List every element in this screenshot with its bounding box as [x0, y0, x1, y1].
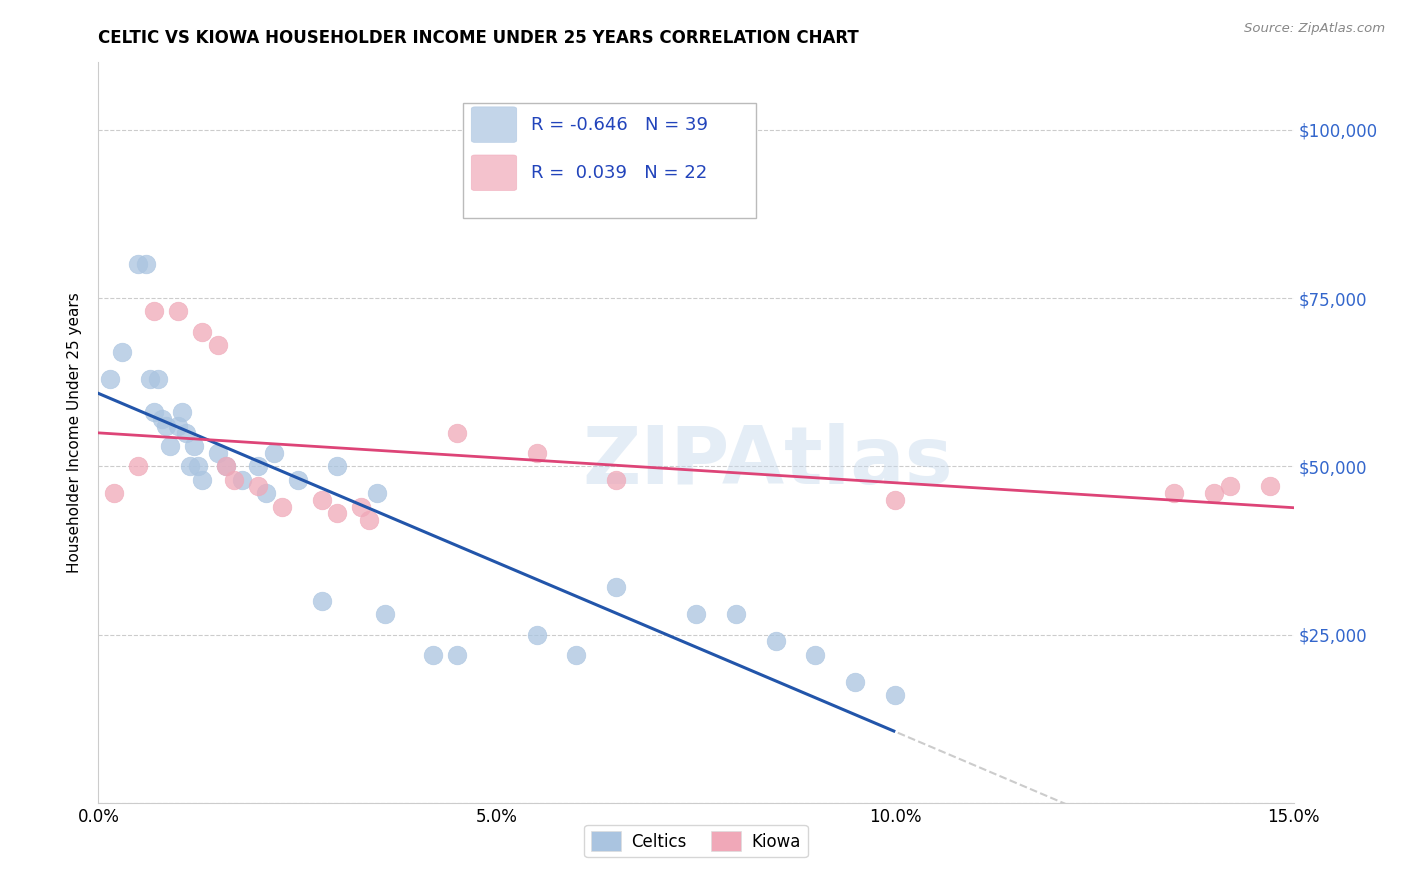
Point [287, 473, 309, 487]
Text: R =  0.039   N = 22: R = 0.039 N = 22 [531, 164, 707, 182]
Point [143, 405, 166, 419]
Point [174, 425, 197, 440]
Point [183, 439, 205, 453]
Point [98, 372, 122, 386]
Point [246, 459, 269, 474]
Point [270, 500, 292, 514]
Point [326, 507, 349, 521]
Point [127, 459, 149, 474]
Point [148, 372, 170, 386]
Point [207, 446, 229, 460]
Point [1163, 486, 1185, 500]
Point [111, 344, 134, 359]
Point [311, 492, 333, 507]
FancyBboxPatch shape [471, 155, 517, 191]
Point [191, 473, 214, 487]
Point [765, 634, 787, 648]
Point [311, 594, 333, 608]
Point [1202, 486, 1225, 500]
Point [172, 405, 194, 419]
Point [350, 500, 373, 514]
Point [231, 473, 253, 487]
Point [526, 627, 548, 641]
Point [139, 372, 162, 386]
Point [150, 412, 173, 426]
Point [565, 648, 588, 662]
Point [155, 418, 177, 433]
Text: CELTIC VS KIOWA HOUSEHOLDER INCOME UNDER 25 YEARS CORRELATION CHART: CELTIC VS KIOWA HOUSEHOLDER INCOME UNDER… [98, 29, 859, 47]
Point [263, 446, 285, 460]
Text: Source: ZipAtlas.com: Source: ZipAtlas.com [1244, 22, 1385, 36]
Point [167, 418, 190, 433]
Point [215, 459, 238, 474]
Point [605, 473, 627, 487]
Point [685, 607, 707, 622]
Point [187, 459, 209, 474]
Point [359, 513, 381, 527]
Point [215, 459, 238, 474]
FancyBboxPatch shape [463, 103, 756, 218]
Point [159, 439, 181, 453]
Point [884, 492, 907, 507]
Point [207, 338, 229, 352]
Point [143, 304, 166, 318]
Point [884, 688, 907, 702]
Legend: Celtics, Kiowa: Celtics, Kiowa [585, 825, 807, 857]
Point [246, 479, 269, 493]
Point [422, 648, 444, 662]
Point [191, 325, 214, 339]
FancyBboxPatch shape [471, 107, 517, 143]
Point [326, 459, 349, 474]
Point [366, 486, 388, 500]
Point [804, 648, 827, 662]
Point [605, 581, 627, 595]
Point [724, 607, 747, 622]
Point [1219, 479, 1241, 493]
Point [167, 304, 190, 318]
Y-axis label: Householder Income Under 25 years: Householder Income Under 25 years [67, 293, 83, 573]
Point [446, 648, 468, 662]
Point [222, 473, 245, 487]
Point [127, 257, 149, 271]
Point [135, 257, 157, 271]
Point [103, 486, 125, 500]
Point [844, 674, 866, 689]
Point [526, 446, 548, 460]
Point [179, 459, 201, 474]
Point [254, 486, 277, 500]
Point [374, 607, 396, 622]
Text: R = -0.646   N = 39: R = -0.646 N = 39 [531, 116, 709, 134]
Point [446, 425, 468, 440]
Point [1258, 479, 1281, 493]
Text: ZIPAtlas: ZIPAtlas [582, 423, 953, 501]
